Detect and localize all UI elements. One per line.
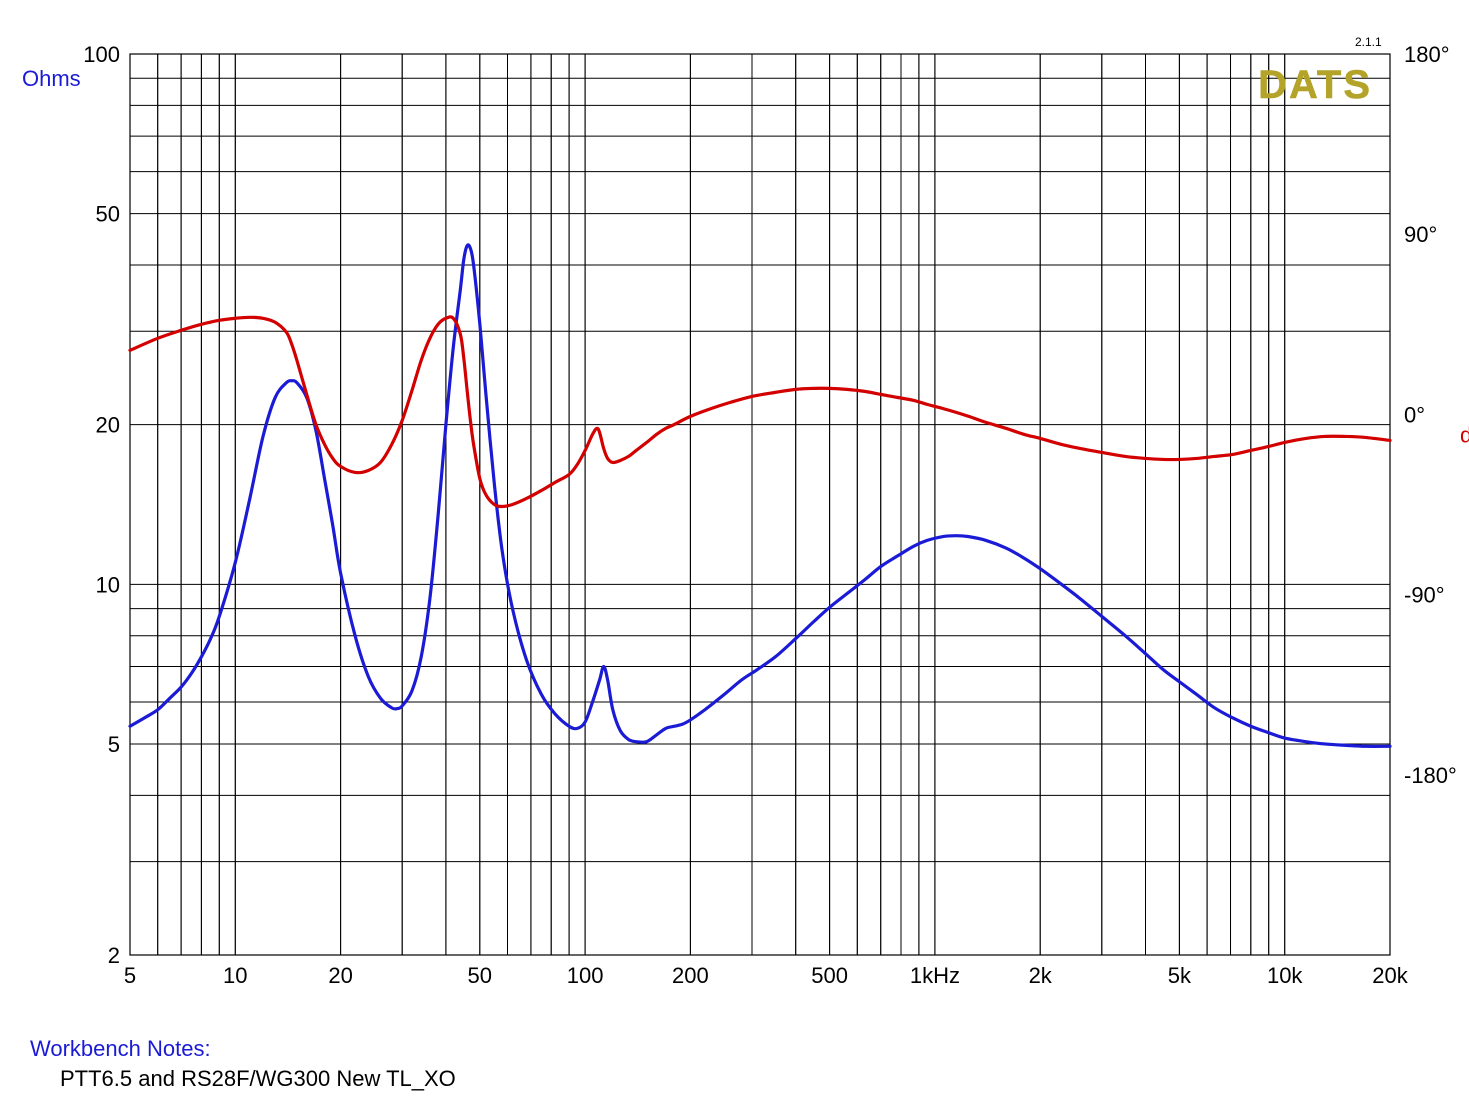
x-tick: 200 — [672, 963, 709, 988]
y-left-tick: 5 — [108, 732, 120, 757]
y-left-tick: 2 — [108, 943, 120, 968]
y-right-tick: -90° — [1404, 583, 1445, 608]
y-left-tick: 10 — [96, 572, 120, 597]
x-tick: 20 — [328, 963, 352, 988]
chart-container: Ohms25102050100180°90°0°-90°-180°deg5102… — [0, 0, 1469, 1105]
y-left-label: Ohms — [22, 66, 81, 91]
y-right-tick: 180° — [1404, 42, 1450, 67]
y-right-tick: 0° — [1404, 402, 1425, 427]
x-tick: 100 — [567, 963, 604, 988]
y-left-tick: 20 — [96, 413, 120, 438]
y-right-tick: -180° — [1404, 763, 1457, 788]
notes-text: PTT6.5 and RS28F/WG300 New TL_XO — [60, 1066, 456, 1092]
x-tick: 500 — [811, 963, 848, 988]
x-tick: 10 — [223, 963, 247, 988]
y-left-tick: 100 — [83, 42, 120, 67]
x-tick: 1kHz — [910, 963, 960, 988]
x-tick: 5 — [124, 963, 136, 988]
y-left-tick: 50 — [96, 202, 120, 227]
watermark-text: DATS — [1258, 63, 1372, 107]
impedance-phase-plot: Ohms25102050100180°90°0°-90°-180°deg5102… — [0, 0, 1469, 1105]
x-tick: 2k — [1029, 963, 1053, 988]
y-right-tick: 90° — [1404, 222, 1437, 247]
x-tick: 20k — [1372, 963, 1408, 988]
notes-heading: Workbench Notes: — [30, 1036, 211, 1062]
x-tick: 50 — [468, 963, 492, 988]
version-text: 2.1.1 — [1355, 35, 1382, 49]
x-tick: 5k — [1168, 963, 1192, 988]
x-tick: 10k — [1267, 963, 1303, 988]
y-right-label: deg — [1460, 422, 1469, 447]
